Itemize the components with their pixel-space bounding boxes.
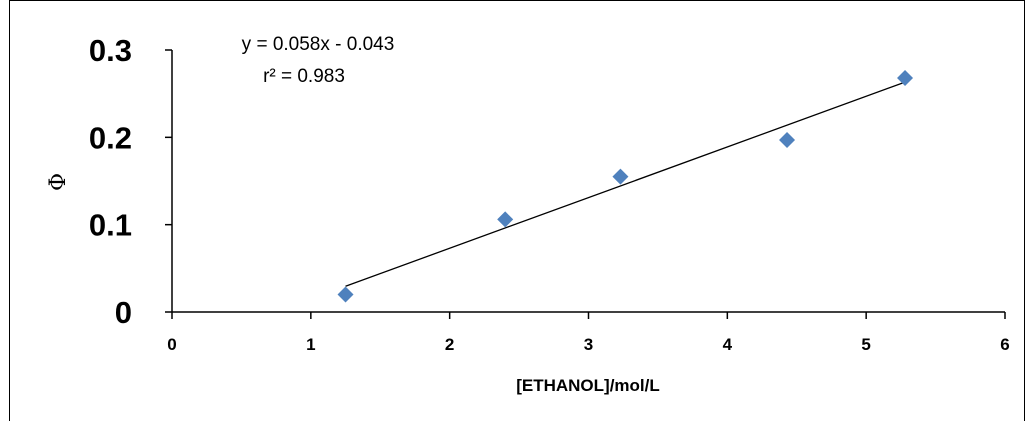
data-point [337, 286, 354, 303]
x-tick-label: 5 [861, 335, 870, 354]
x-tick-label: 4 [723, 335, 733, 354]
data-point [779, 131, 796, 148]
r-squared-label: r² = 0.983 [263, 66, 345, 87]
chart-area [9, 0, 1025, 421]
data-point [897, 69, 914, 86]
trendline-group [345, 81, 906, 287]
data-points [337, 69, 914, 303]
y-axis-title: Φ [46, 173, 71, 191]
x-tick-label: 3 [584, 335, 593, 354]
axes [171, 50, 1005, 313]
x-tick-label: 6 [1000, 335, 1009, 354]
y-tick-label: 0 [115, 295, 132, 330]
x-tick-label: 0 [167, 335, 176, 354]
y-tick-label: 0.3 [89, 33, 132, 68]
y-tick-label: 0.1 [89, 208, 132, 243]
trendline-equation: y = 0.058x - 0.043 [242, 34, 395, 55]
x-axis-title: [ETHANOL]/mol/L [516, 376, 660, 395]
ticks: 0 0.1 0.2 0.3 0 1 2 3 4 5 6 [89, 33, 1010, 354]
data-point [612, 168, 629, 185]
trendline [345, 81, 906, 287]
y-tick-label: 0.2 [89, 120, 132, 155]
x-tick-label: 1 [306, 335, 315, 354]
x-tick-label: 2 [445, 335, 454, 354]
data-point [497, 211, 514, 228]
